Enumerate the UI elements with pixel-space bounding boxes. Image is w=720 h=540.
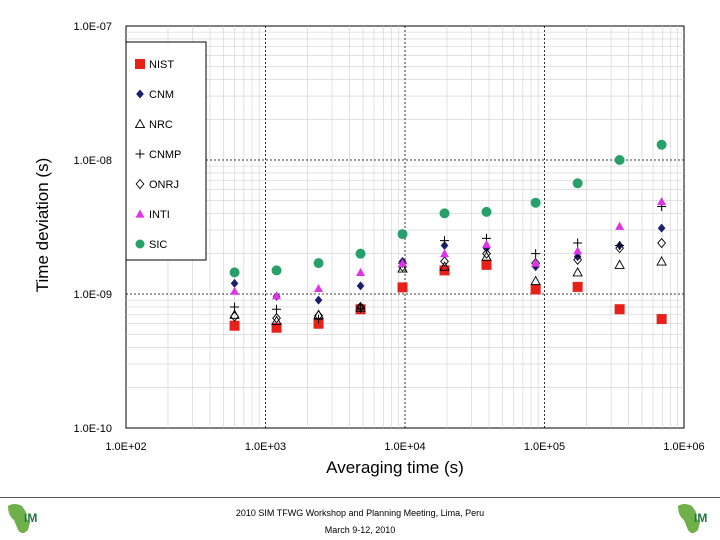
series-onrj: [230, 237, 667, 324]
legend-marker-onrj: [135, 178, 145, 190]
data-point-nist: [229, 320, 240, 331]
data-point-inti: [482, 239, 492, 248]
legend-label-nist: NIST: [149, 59, 174, 71]
y-tick-label: 1.0E-08: [73, 155, 112, 167]
data-point-cnmp: [230, 302, 240, 312]
x-tick-label: 1.0E+05: [524, 441, 565, 453]
footer-date: March 9-12, 2010: [324, 525, 396, 535]
legend-label-onrj: ONRJ: [149, 179, 179, 191]
data-point-nist: [656, 314, 667, 325]
data-point-onrj: [615, 242, 625, 254]
data-point-sic: [397, 229, 408, 240]
legend-label-inti: INTI: [149, 209, 170, 221]
data-point-cnm: [356, 281, 365, 291]
data-point-nist: [271, 322, 282, 333]
data-point-sic: [355, 248, 366, 259]
legend-marker-nrc: [134, 118, 146, 129]
data-point-nist: [614, 304, 625, 315]
x-tick-label: 1.0E+06: [663, 441, 704, 453]
x-tick-label: 1.0E+04: [384, 441, 425, 453]
sim-logo-left: IM: [8, 504, 37, 533]
data-point-nrc: [439, 261, 450, 271]
legend-marker-cnm: [136, 89, 144, 99]
legend-label-cnm: CNM: [149, 89, 174, 101]
series-sic: [229, 139, 667, 278]
y-tick-label: 1.0E-07: [73, 21, 112, 33]
legend-marker-inti: [135, 209, 145, 218]
data-point-nist: [572, 281, 583, 292]
data-point-sic: [313, 258, 324, 269]
data-point-onrj: [356, 301, 365, 313]
data-point-cnmp: [615, 241, 625, 251]
data-point-nist: [530, 284, 541, 295]
legend-label-sic: SIC: [149, 239, 167, 251]
data-point-inti: [531, 258, 541, 267]
data-point-inti: [440, 249, 450, 258]
data-point-onrj: [272, 312, 281, 324]
data-point-inti: [657, 197, 667, 206]
chart: 1.0E+02 1.0E+03 1.0E+04 1.0E+05 1.0E+06 1.0E-…: [33, 21, 705, 477]
data-point-inti: [573, 246, 583, 255]
y-tick-label: 1.0E-09: [73, 289, 112, 301]
data-point-onrj: [314, 310, 323, 321]
legend-label-cnmp: CNMP: [149, 149, 181, 161]
marks: [229, 139, 667, 333]
y-axis-label: Time deviation (s): [33, 158, 52, 292]
data-point-nrc: [614, 259, 625, 269]
legend-marker-cnmp: [135, 149, 145, 159]
data-point-inti: [314, 283, 324, 293]
data-point-onrj: [657, 237, 667, 249]
data-point-inti: [356, 267, 366, 276]
data-point-onrj: [440, 256, 449, 267]
data-point-cnmp: [573, 238, 583, 248]
legend-marker-sic: [135, 239, 145, 249]
data-point-onrj: [531, 257, 541, 269]
data-point-sic: [656, 139, 667, 150]
axes: 1.0E+02 1.0E+03 1.0E+04 1.0E+05 1.0E+06 1.0E-…: [73, 21, 704, 453]
data-point-sic: [572, 178, 583, 189]
data-point-inti: [230, 286, 240, 295]
footer-divider: [0, 497, 720, 498]
data-point-nist: [397, 282, 408, 293]
footer-title: 2010 SIM TFWG Workshop and Planning Meet…: [235, 508, 485, 518]
x-axis-label: Averaging time (s): [326, 458, 464, 477]
data-point-nrc: [572, 266, 583, 277]
data-point-cnm: [440, 241, 449, 251]
data-point-sic: [271, 265, 282, 276]
legend: NIST CNM NRC CNMP ONRJ INTI SIC: [125, 41, 207, 261]
data-point-nrc: [530, 275, 541, 286]
data-point-sic: [614, 155, 625, 165]
x-tick-label: 1.0E+03: [245, 441, 286, 453]
logo-right-text: IM: [694, 511, 707, 525]
data-point-onrj: [482, 248, 491, 259]
data-point-cnm: [314, 295, 323, 305]
data-point-cnm: [657, 223, 666, 233]
data-point-inti: [615, 221, 625, 230]
data-point-cnmp: [440, 236, 450, 246]
data-point-sic: [439, 208, 450, 219]
data-point-nist: [313, 318, 324, 329]
data-point-sic: [530, 197, 541, 208]
y-tick-label: 1.0E-10: [73, 423, 112, 435]
legend-label-nrc: NRC: [149, 119, 173, 131]
data-point-onrj: [573, 254, 583, 265]
data-point-cnmp: [314, 314, 324, 324]
sim-logo-right: IM: [678, 504, 707, 533]
legend-marker-nist: [135, 59, 145, 69]
legend-box: [125, 41, 207, 261]
logo-left-text: IM: [24, 511, 37, 525]
data-point-cnm: [230, 278, 239, 288]
data-point-nist: [481, 259, 492, 270]
data-point-sic: [481, 206, 492, 217]
x-tick-label: 1.0E+02: [105, 441, 146, 453]
data-point-cnmp: [531, 249, 541, 259]
data-point-sic: [229, 267, 240, 278]
series-inti: [230, 197, 667, 300]
data-point-inti: [398, 258, 408, 267]
data-point-onrj: [230, 311, 239, 322]
grid: [126, 26, 684, 428]
data-point-cnmp: [272, 304, 282, 314]
data-point-nrc: [656, 256, 667, 266]
data-point-inti: [272, 291, 282, 300]
